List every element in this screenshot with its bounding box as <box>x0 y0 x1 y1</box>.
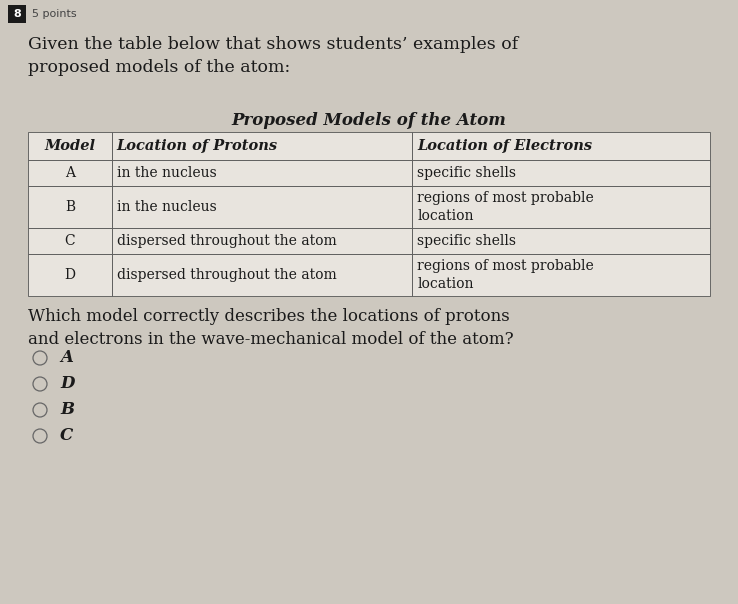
Bar <box>413 132 710 160</box>
Text: specific shells: specific shells <box>418 166 517 180</box>
Text: dispersed throughout the atom: dispersed throughout the atom <box>117 234 337 248</box>
Text: B: B <box>65 200 75 214</box>
Bar <box>413 228 710 254</box>
Text: in the nucleus: in the nucleus <box>117 200 216 214</box>
Bar <box>8 5 26 23</box>
Bar <box>111 254 413 296</box>
Bar <box>28 228 111 254</box>
Bar <box>413 254 710 296</box>
Text: C: C <box>60 428 73 445</box>
Text: regions of most probable
location: regions of most probable location <box>418 191 594 223</box>
Text: Model: Model <box>44 139 95 153</box>
Bar <box>413 160 710 186</box>
Bar <box>111 228 413 254</box>
Text: Location of Electrons: Location of Electrons <box>418 139 593 153</box>
Bar <box>28 160 111 186</box>
Text: Given the table below that shows students’ examples of
proposed models of the at: Given the table below that shows student… <box>28 36 518 76</box>
Text: D: D <box>60 376 75 393</box>
Text: Proposed Models of the Atom: Proposed Models of the Atom <box>232 112 506 129</box>
Text: Which model correctly describes the locations of protons
and electrons in the wa: Which model correctly describes the loca… <box>28 308 514 348</box>
Bar <box>28 132 111 160</box>
Text: C: C <box>64 234 75 248</box>
Text: A: A <box>65 166 75 180</box>
Text: dispersed throughout the atom: dispersed throughout the atom <box>117 268 337 282</box>
Text: 5 points: 5 points <box>32 9 77 19</box>
Text: in the nucleus: in the nucleus <box>117 166 216 180</box>
Text: B: B <box>60 402 74 419</box>
Text: D: D <box>64 268 75 282</box>
Bar <box>28 254 111 296</box>
Text: Location of Protons: Location of Protons <box>117 139 277 153</box>
Bar <box>413 186 710 228</box>
Bar <box>111 132 413 160</box>
Bar <box>28 186 111 228</box>
Text: A: A <box>60 350 73 367</box>
Bar <box>111 186 413 228</box>
Text: regions of most probable
location: regions of most probable location <box>418 259 594 291</box>
Bar <box>111 160 413 186</box>
Text: specific shells: specific shells <box>418 234 517 248</box>
Text: 8: 8 <box>13 9 21 19</box>
